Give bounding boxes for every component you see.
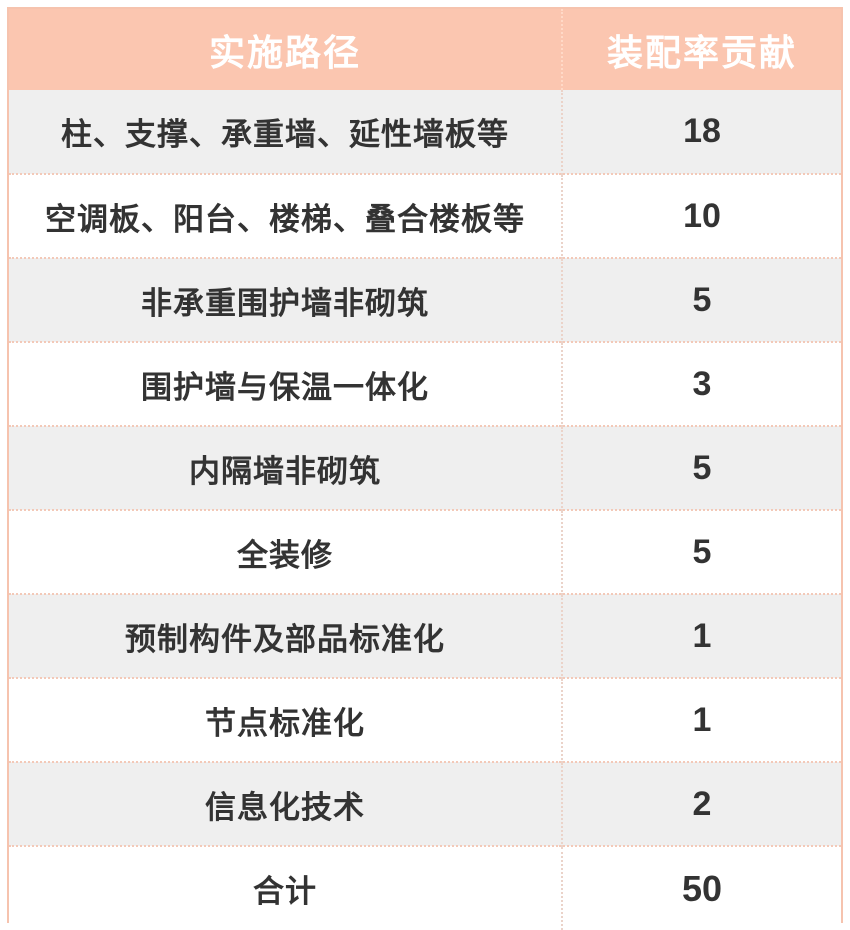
table-row: 信息化技术 2 (9, 761, 841, 846)
cell-path: 全装修 (9, 509, 562, 594)
cell-value: 5 (561, 257, 841, 342)
cell-value: 1 (561, 677, 841, 762)
table-row-total: 合计 50 (9, 845, 841, 930)
cell-path: 柱、支撑、承重墙、延性墙板等 (61, 117, 509, 152)
cell-value: 10 (561, 173, 841, 258)
cell-path: 空调板、阳台、楼梯、叠合楼板等 (9, 173, 562, 258)
cell-path: 节点标准化 (9, 677, 562, 762)
table-row: 节点标准化 1 (9, 677, 841, 762)
cell-value: 1 (561, 593, 841, 678)
table-row: 全装修 5 (9, 509, 841, 594)
table-row: 围护墙与保温一体化 3 (9, 341, 841, 426)
cell-value: 2 (561, 761, 841, 846)
table-body: 柱、支撑、承重墙、延性墙板等 18 空调板、阳台、楼梯、叠合楼板等 10 非承重… (9, 90, 841, 930)
cell-path-total: 合计 (9, 845, 562, 930)
assembly-rate-table: 实施路径 装配率贡献 柱、支撑、承重墙、延性墙板等 18 空调板、阳台、楼梯、叠… (9, 9, 841, 930)
column-header-value: 装配率贡献 (561, 9, 841, 90)
cell-value: 5 (561, 425, 841, 510)
cell-path: 预制构件及部品标准化 (9, 593, 562, 678)
column-header-path: 实施路径 (9, 9, 562, 90)
cell-value: 5 (561, 509, 841, 594)
table-row: 预制构件及部品标准化 1 (9, 593, 841, 678)
cell-path: 围护墙与保温一体化 (9, 341, 562, 426)
table-row: 空调板、阳台、楼梯、叠合楼板等 10 (9, 173, 841, 258)
table-row: 非承重围护墙非砌筑 5 (9, 257, 841, 342)
cell-value: 3 (561, 341, 841, 426)
header-row: 实施路径 装配率贡献 (9, 9, 841, 90)
table-row: 柱、支撑、承重墙、延性墙板等 18 (9, 90, 841, 174)
cell-value-total: 50 (561, 845, 841, 930)
table-header: 实施路径 装配率贡献 (9, 9, 841, 90)
cell-path: 非承重围护墙非砌筑 (9, 257, 562, 342)
cell-path: 内隔墙非砌筑 (9, 425, 562, 510)
cell-value: 18 (561, 90, 841, 174)
table-row: 内隔墙非砌筑 5 (9, 425, 841, 510)
assembly-rate-table-container: 实施路径 装配率贡献 柱、支撑、承重墙、延性墙板等 18 空调板、阳台、楼梯、叠… (7, 7, 843, 930)
cell-path: 信息化技术 (9, 761, 562, 846)
